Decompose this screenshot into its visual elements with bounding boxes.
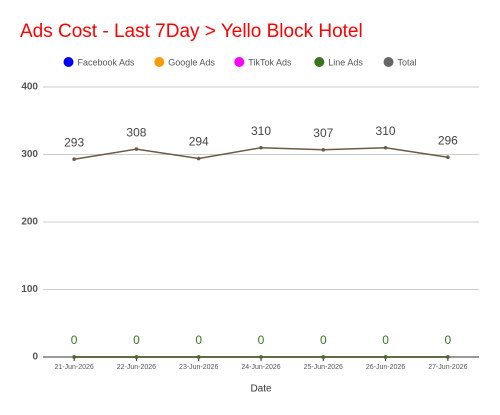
data-label: 0	[320, 333, 327, 347]
x-tick-label: 27-Jun-2026	[428, 364, 467, 371]
data-point	[446, 155, 450, 159]
data-point	[196, 156, 201, 161]
legend-marker	[63, 57, 74, 67]
data-point	[134, 355, 139, 359]
y-tick-label: 100	[21, 284, 38, 295]
legend-marker	[234, 57, 245, 67]
x-axis-label: Date	[250, 384, 272, 395]
data-label: 310	[376, 124, 396, 138]
data-point	[72, 355, 76, 359]
data-point	[259, 355, 263, 359]
data-label: 293	[64, 135, 84, 149]
x-tick-label: 22-Jun-2026	[117, 364, 156, 371]
data-point	[383, 145, 388, 150]
data-label: 294	[189, 135, 209, 149]
data-point	[134, 147, 139, 151]
data-label: 0	[445, 333, 452, 347]
legend-marker	[314, 57, 325, 67]
data-point	[72, 157, 76, 162]
legend-label: Facebook Ads	[78, 57, 136, 67]
data-point	[383, 355, 388, 359]
data-point	[446, 355, 450, 359]
data-point	[196, 355, 201, 359]
data-label: 307	[313, 126, 333, 140]
data-label: 0	[258, 333, 265, 347]
x-tick-label: 25-Jun-2026	[304, 364, 343, 371]
data-point	[259, 145, 263, 150]
y-tick-label: 200	[21, 217, 38, 228]
x-tick-label: 24-Jun-2026	[241, 364, 280, 371]
data-label: 0	[71, 333, 78, 347]
y-tick-label: 300	[21, 149, 38, 160]
y-tick-label: 0	[32, 352, 38, 363]
y-tick-label: 400	[21, 82, 38, 93]
data-point	[321, 147, 326, 152]
legend-marker	[154, 57, 165, 67]
legend-marker	[383, 57, 394, 67]
legend-label: Total	[398, 57, 417, 67]
chart-title: Ads Cost - Last 7Day > Yello Block Hotel	[20, 21, 363, 42]
legend-label: Line Ads	[328, 57, 363, 67]
data-label: 310	[251, 124, 271, 138]
x-tick-label: 26-Jun-2026	[366, 364, 405, 371]
x-tick-label: 23-Jun-2026	[179, 364, 218, 371]
data-point	[321, 355, 326, 359]
data-label: 296	[438, 133, 458, 147]
data-label: 308	[126, 125, 146, 139]
data-label: 0	[195, 333, 202, 347]
legend-label: TikTok Ads	[248, 57, 292, 67]
data-label: 0	[382, 333, 389, 347]
legend-label: Google Ads	[168, 57, 215, 67]
x-tick-label: 21-Jun-2026	[54, 364, 93, 371]
data-label: 0	[133, 333, 140, 347]
